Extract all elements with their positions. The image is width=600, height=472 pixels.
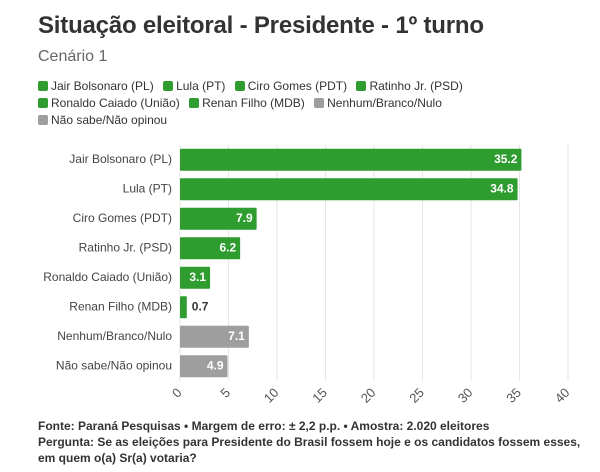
x-tick-label: 25 (406, 385, 427, 406)
legend-item[interactable]: Ratinho Jr. (PSD) (356, 78, 463, 94)
legend-row-1: Jair Bolsonaro (PL) Lula (PT) Ciro Gomes… (38, 78, 578, 95)
legend-item[interactable]: Jair Bolsonaro (PL) (38, 78, 154, 94)
value-label: 35.2 (494, 152, 518, 166)
category-label: Ciro Gomes (PDT) (73, 211, 172, 225)
source-note: Fonte: Paraná Pesquisas • Margem de erro… (38, 419, 490, 433)
legend-item[interactable]: Ronaldo Caiado (União) (38, 95, 180, 111)
category-label: Jair Bolsonaro (PL) (69, 152, 172, 166)
x-tick-label: 0 (169, 385, 185, 401)
bar[interactable] (180, 237, 241, 260)
legend-label: Não sabe/Não opinou (51, 113, 168, 127)
bar[interactable] (180, 148, 522, 171)
legend-swatch (38, 98, 48, 108)
category-label: Lula (PT) (123, 181, 172, 195)
legend-swatch (38, 81, 48, 91)
value-label: 3.1 (189, 270, 206, 284)
bar[interactable] (180, 296, 187, 319)
legend-label: Ronaldo Caiado (União) (51, 96, 180, 110)
value-label: 4.9 (207, 358, 224, 372)
x-tick-label: 15 (309, 385, 330, 406)
bar[interactable] (180, 178, 518, 201)
bar[interactable] (180, 266, 211, 289)
chart-title: Situação eleitoral - Presidente - 1º tur… (38, 12, 484, 39)
x-tick-label: 20 (358, 385, 379, 406)
legend-label: Ratinho Jr. (PSD) (369, 79, 463, 93)
legend-label: Jair Bolsonaro (PL) (51, 79, 154, 93)
x-tick-label: 10 (261, 385, 282, 406)
legend-row-3: Não sabe/Não opinou (38, 112, 578, 129)
x-tick-label: 5 (217, 385, 233, 401)
legend-swatch (38, 115, 48, 125)
legend-label: Renan Filho (MDB) (202, 96, 305, 110)
legend-item[interactable]: Renan Filho (MDB) (189, 95, 305, 111)
legend-row-2: Ronaldo Caiado (União) Renan Filho (MDB)… (38, 95, 578, 112)
value-label: 6.2 (219, 240, 236, 254)
legend-swatch (189, 98, 200, 108)
x-tick-label: 40 (552, 385, 573, 406)
value-label: 7.1 (228, 329, 245, 343)
x-tick-label: 35 (503, 385, 524, 406)
category-label: Não sabe/Não opinou (56, 358, 172, 372)
category-label: Renan Filho (MDB) (69, 299, 172, 313)
legend-swatch (234, 81, 245, 91)
legend-item[interactable]: Ciro Gomes (PDT) (234, 78, 348, 94)
chart-footer: Fonte: Paraná Pesquisas • Margem de erro… (38, 418, 594, 466)
legend-item[interactable]: Lula (PT) (163, 78, 225, 94)
bar[interactable] (180, 207, 257, 230)
question-note-line-1: Pergunta: Se as eleições para Presidente… (38, 435, 581, 449)
category-label: Nenhum/Branco/Nulo (57, 329, 172, 343)
legend-label: Ciro Gomes (PDT) (247, 79, 348, 93)
value-label: 0.7 (192, 299, 209, 313)
bar[interactable] (180, 325, 249, 348)
legend-swatch (163, 81, 174, 91)
category-label: Ronaldo Caiado (União) (43, 270, 172, 284)
value-label: 7.9 (236, 211, 253, 225)
legend-label: Nenhum/Branco/Nulo (327, 96, 442, 110)
question-note-line-2: em quem o(a) Sr(a) votaria? (38, 451, 197, 465)
legend-swatch (356, 81, 367, 91)
value-label: 34.8 (490, 181, 514, 195)
chart-subtitle: Cenário 1 (38, 48, 108, 65)
legend-item[interactable]: Nenhum/Branco/Nulo (314, 95, 442, 111)
legend-item[interactable]: Não sabe/Não opinou (38, 112, 167, 128)
legend-label: Lula (PT) (176, 79, 226, 93)
category-label: Ratinho Jr. (PSD) (79, 240, 172, 254)
bar[interactable] (180, 355, 228, 378)
legend: Jair Bolsonaro (PL) Lula (PT) Ciro Gomes… (38, 78, 578, 129)
legend-swatch (314, 98, 325, 108)
x-tick-label: 30 (455, 385, 476, 406)
